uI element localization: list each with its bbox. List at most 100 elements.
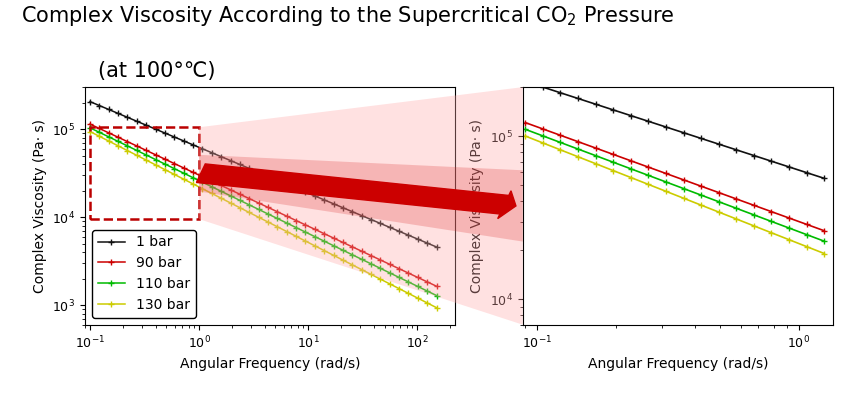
130 bar [253, 215, 264, 220]
130 bar [216, 196, 226, 201]
110 bar [356, 257, 366, 262]
1 bar [113, 111, 123, 116]
130 bar [235, 206, 245, 210]
110 bar [422, 289, 433, 293]
1 bar [160, 131, 170, 135]
1 bar [404, 233, 414, 238]
90 bar [244, 196, 254, 201]
110 bar [272, 216, 282, 221]
110 bar [404, 280, 414, 284]
1 bar [413, 237, 423, 242]
90 bar [104, 131, 114, 135]
1 bar [253, 170, 264, 175]
110 bar [197, 180, 207, 185]
90 bar [432, 284, 442, 289]
Line: 110 bar: 110 bar [88, 125, 439, 298]
130 bar [376, 277, 386, 282]
110 bar [300, 230, 310, 234]
1 bar [356, 213, 366, 218]
90 bar [160, 157, 170, 162]
130 bar [422, 301, 433, 305]
90 bar [113, 135, 123, 140]
1 bar [132, 119, 142, 124]
110 bar [216, 189, 226, 194]
110 bar [376, 266, 386, 271]
90 bar [328, 236, 338, 240]
90 bar [150, 152, 161, 157]
90 bar [85, 122, 95, 126]
1 bar [376, 221, 386, 226]
90 bar [169, 161, 179, 166]
1 bar [104, 107, 114, 112]
90 bar [197, 174, 207, 179]
X-axis label: Angular Frequency (rad/s): Angular Frequency (rad/s) [179, 356, 360, 371]
110 bar [366, 261, 376, 266]
Bar [90, 127, 199, 219]
130 bar [309, 244, 320, 248]
110 bar [291, 225, 301, 230]
90 bar [309, 227, 320, 232]
110 bar [432, 293, 442, 298]
1 bar [300, 190, 310, 194]
130 bar [291, 234, 301, 239]
90 bar [319, 231, 329, 236]
130 bar [366, 272, 376, 277]
110 bar [347, 252, 357, 257]
130 bar [356, 267, 366, 272]
1 bar [216, 154, 226, 159]
90 bar [337, 240, 348, 245]
110 bar [394, 275, 405, 280]
130 bar [281, 229, 292, 234]
110 bar [150, 157, 161, 162]
Y-axis label: Complex Viscosity (Pa· s): Complex Viscosity (Pa· s) [470, 119, 484, 293]
1 bar [94, 103, 105, 108]
1 bar [366, 217, 376, 222]
90 bar [347, 244, 357, 249]
1 bar [188, 143, 198, 147]
110 bar [225, 193, 235, 198]
90 bar [356, 249, 366, 253]
110 bar [160, 162, 170, 166]
130 bar [141, 158, 151, 162]
130 bar [188, 181, 198, 186]
130 bar [328, 253, 338, 258]
130 bar [244, 210, 254, 215]
90 bar [291, 218, 301, 223]
FancyArrow shape [196, 164, 516, 219]
1 bar [150, 127, 161, 131]
1 bar [422, 241, 433, 246]
130 bar [94, 134, 105, 139]
130 bar [160, 167, 170, 172]
130 bar [225, 201, 235, 206]
110 bar [104, 135, 114, 139]
130 bar [404, 291, 414, 296]
110 bar [94, 130, 105, 135]
1 bar [309, 194, 320, 198]
90 bar [132, 144, 142, 148]
1 bar [328, 202, 338, 206]
1 bar [319, 198, 329, 202]
Legend: 1 bar, 90 bar, 110 bar, 130 bar: 1 bar, 90 bar, 110 bar, 130 bar [92, 230, 196, 318]
110 bar [309, 234, 320, 239]
110 bar [244, 202, 254, 207]
90 bar [394, 267, 405, 271]
110 bar [188, 175, 198, 180]
Line: 90 bar: 90 bar [88, 121, 439, 289]
90 bar [376, 257, 386, 262]
1 bar [207, 150, 217, 155]
90 bar [141, 148, 151, 153]
130 bar [197, 186, 207, 191]
Text: (at 100°℃): (at 100°℃) [98, 61, 215, 82]
130 bar [122, 148, 133, 153]
110 bar [328, 243, 338, 248]
90 bar [178, 166, 189, 170]
130 bar [413, 296, 423, 301]
130 bar [263, 220, 273, 225]
130 bar [385, 282, 395, 286]
90 bar [366, 253, 376, 258]
1 bar [272, 178, 282, 183]
110 bar [235, 198, 245, 203]
Line: 1 bar: 1 bar [88, 99, 439, 250]
130 bar [394, 286, 405, 291]
110 bar [207, 185, 217, 189]
